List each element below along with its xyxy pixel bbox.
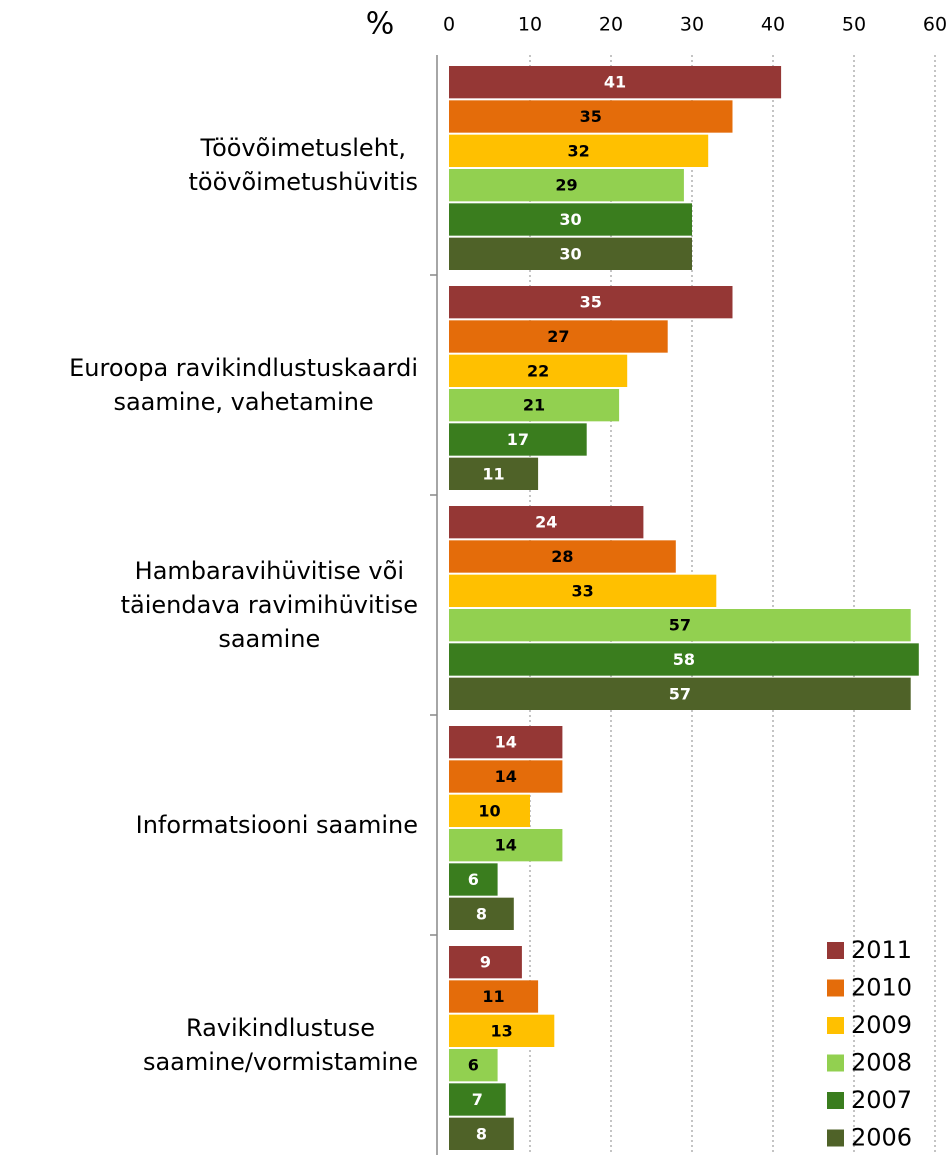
bar	[449, 1117, 514, 1150]
value-label: 32	[567, 141, 589, 160]
value-label: 28	[551, 547, 573, 566]
x-tick-label: 0	[443, 14, 455, 36]
legend-swatch	[827, 1054, 844, 1072]
bar	[449, 609, 911, 642]
legend-swatch	[827, 1017, 844, 1034]
value-label: 35	[580, 293, 602, 312]
bar	[449, 423, 587, 456]
axis-label: %	[366, 7, 395, 42]
category-label: Informatsiooni saamine	[135, 811, 418, 839]
value-label: 41	[604, 73, 626, 92]
legend-label: 2009	[851, 1011, 912, 1039]
legend-swatch	[827, 942, 844, 959]
value-label: 33	[572, 581, 594, 600]
legend-label: 2008	[851, 1049, 912, 1077]
value-label: 30	[559, 244, 581, 263]
bar	[449, 863, 498, 896]
value-label: 8	[476, 1124, 487, 1143]
value-label: 11	[482, 987, 504, 1006]
category-label: Ravikindlustuse saamine/vormistamine	[142, 1014, 418, 1076]
bar	[449, 980, 539, 1013]
bar	[449, 897, 514, 930]
bar	[449, 1049, 498, 1082]
bar	[449, 320, 668, 353]
value-label: 29	[555, 176, 577, 195]
bar	[449, 286, 733, 319]
x-tick-label: 50	[842, 14, 866, 36]
x-tick-label: 30	[680, 14, 704, 36]
value-label: 6	[468, 870, 479, 889]
legend-label: 2011	[851, 936, 912, 964]
bar	[449, 203, 692, 236]
bar	[449, 506, 644, 539]
value-label: 9	[480, 953, 491, 972]
bar	[449, 677, 911, 710]
bar	[449, 574, 717, 607]
bar	[449, 829, 563, 862]
value-label: 24	[535, 513, 557, 532]
value-label: 6	[468, 1056, 479, 1075]
x-tick-label: 40	[761, 14, 785, 36]
value-label: 22	[527, 361, 549, 380]
legend-swatch	[827, 1129, 844, 1147]
x-tick-label: 10	[518, 14, 542, 36]
bar	[449, 1083, 506, 1116]
value-label: 10	[478, 801, 500, 820]
legend-label: 2007	[851, 1086, 912, 1114]
bar	[449, 540, 676, 573]
legend-label: 2006	[851, 1124, 912, 1152]
legend-swatch	[827, 1092, 844, 1109]
bar	[449, 643, 919, 676]
bar	[449, 946, 522, 979]
bar	[449, 66, 782, 99]
x-tick-label: 20	[599, 14, 623, 36]
bar	[449, 389, 620, 422]
value-label: 14	[495, 836, 517, 855]
category-label: Euroopa ravikindlustuskaardi saamine, va…	[69, 354, 418, 416]
value-label: 14	[495, 733, 517, 752]
bar	[449, 760, 563, 793]
value-label: 11	[482, 464, 504, 483]
value-label: 13	[491, 1021, 513, 1040]
value-label: 35	[580, 107, 602, 126]
category-label: Töövõimetusleht, töövõimetushüvitis	[188, 134, 418, 196]
legend-label: 2010	[851, 974, 912, 1002]
value-label: 21	[523, 396, 545, 415]
category-label: Hambaravihüvitise või täiendava ravimihü…	[120, 557, 418, 653]
value-label: 57	[669, 684, 691, 703]
bar	[449, 100, 733, 133]
bar	[449, 794, 530, 827]
bar	[449, 457, 539, 490]
value-label: 27	[547, 327, 569, 346]
bar	[449, 726, 563, 759]
bar	[449, 1014, 555, 1047]
x-tick-label: 60	[923, 14, 947, 36]
bar	[449, 237, 692, 270]
legend-swatch	[827, 979, 844, 997]
value-label: 7	[472, 1090, 483, 1109]
value-label: 57	[669, 616, 691, 635]
value-label: 14	[495, 767, 517, 786]
bar	[449, 354, 628, 387]
value-label: 17	[507, 430, 529, 449]
bar	[449, 134, 709, 167]
value-label: 58	[673, 650, 695, 669]
bar	[449, 169, 684, 202]
value-label: 30	[559, 210, 581, 229]
value-label: 8	[476, 904, 487, 923]
